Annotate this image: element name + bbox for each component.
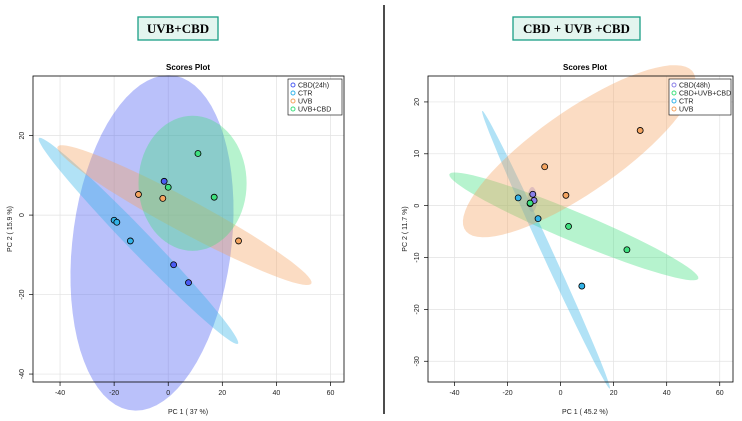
x-tick-label: 20 [218, 390, 226, 397]
x-tick-label: 60 [327, 390, 335, 397]
x-tick-label: 0 [166, 390, 170, 397]
x-axis-label: PC 1 ( 45.2 %) [562, 409, 608, 416]
x-tick-label: 0 [559, 390, 563, 397]
x-tick-label: -40 [449, 390, 459, 397]
confidence-ellipse [482, 111, 610, 389]
confidence-ellipse [38, 137, 239, 344]
x-tick-label: -20 [503, 390, 513, 397]
legend-marker [290, 82, 296, 88]
data-point [126, 237, 134, 245]
panel-tag: UVB+CBD [147, 21, 209, 36]
data-point [565, 223, 572, 230]
data-point [135, 191, 142, 198]
panel-tag-box [512, 16, 641, 41]
legend-box [668, 78, 732, 116]
x-tick-label: -20 [109, 390, 119, 397]
legend-entry: UVB [679, 107, 694, 114]
data-point [541, 163, 549, 171]
x-tick-label: 60 [716, 390, 724, 397]
data-point [235, 237, 242, 245]
y-tick-label: 20 [19, 132, 26, 140]
data-point [514, 194, 522, 202]
confidence-ellipse [70, 75, 234, 411]
x-tick-label: -40 [55, 390, 65, 397]
confidence-ellipse [138, 115, 247, 251]
data-point [534, 215, 542, 223]
legend-marker [671, 90, 677, 96]
legend-marker [290, 98, 296, 104]
y-tick-label: -30 [414, 356, 421, 366]
legend-marker [671, 106, 677, 112]
legend-entry: UVB [298, 99, 313, 106]
legend-entry: CBD+UVB+CBD [679, 91, 731, 98]
x-axis-label: PC 1 ( 37 %) [168, 409, 208, 416]
legend-marker [290, 106, 296, 112]
legend-entry: CTR [298, 91, 312, 98]
confidence-ellipse [57, 145, 312, 285]
legend-marker [671, 82, 677, 88]
y-axis-label: PC 2 ( 11.7 %) [402, 206, 409, 251]
data-point [562, 191, 570, 199]
y-tick-label: -20 [19, 289, 26, 299]
data-point [160, 177, 168, 185]
data-point [113, 218, 121, 226]
legend-box [287, 78, 343, 116]
legend-entry: CTR [679, 99, 693, 106]
legend-marker [671, 98, 677, 104]
legend-entry: CBD(24h) [298, 83, 329, 90]
scores-plot-uvb-cbd: UVB+CBD Scores Plot -40 -20 0 20 40 60 -40 -20… [7, 16, 345, 416]
data-point [164, 183, 172, 191]
data-point [159, 194, 167, 202]
data-point [210, 193, 218, 201]
y-tick-label: 10 [414, 150, 421, 158]
data-point [185, 279, 192, 287]
plot-frame [427, 75, 734, 383]
y-tick-label: 0 [414, 204, 421, 208]
x-tick-label: 40 [272, 390, 280, 397]
y-tick-label: -20 [414, 304, 421, 314]
y-tick-label: 0 [19, 213, 26, 217]
legend-entry: UVB+CBD [298, 107, 331, 114]
y-tick-label: -40 [19, 369, 26, 379]
data-point [194, 150, 202, 157]
legend-marker [290, 90, 296, 96]
y-tick-label: -10 [414, 252, 421, 262]
legend-entry: CBD(48h) [679, 83, 710, 90]
data-point [636, 127, 644, 134]
plot-title: Scores Plot [166, 63, 210, 72]
data-point [578, 282, 586, 290]
plot-title: Scores Plot [563, 63, 607, 72]
y-axis-label: PC 2 ( 15.9 %) [7, 206, 14, 252]
data-point [170, 261, 178, 269]
data-point [529, 190, 537, 198]
confidence-ellipse [449, 172, 699, 281]
scores-plot-cbd-uvb-cbd: CBD + UVB +CBD Scores Plot -40 -20 0 20 40 60… [402, 16, 734, 416]
data-point [526, 199, 534, 207]
plot-frame [32, 75, 345, 383]
x-tick-label: 40 [663, 390, 671, 397]
panel-tag: CBD + UVB +CBD [523, 21, 630, 36]
confidence-ellipse [462, 65, 696, 238]
data-point [623, 246, 631, 254]
panel-tag-box [137, 16, 219, 41]
x-tick-label: 20 [610, 390, 618, 397]
y-tick-label: 20 [414, 98, 421, 106]
